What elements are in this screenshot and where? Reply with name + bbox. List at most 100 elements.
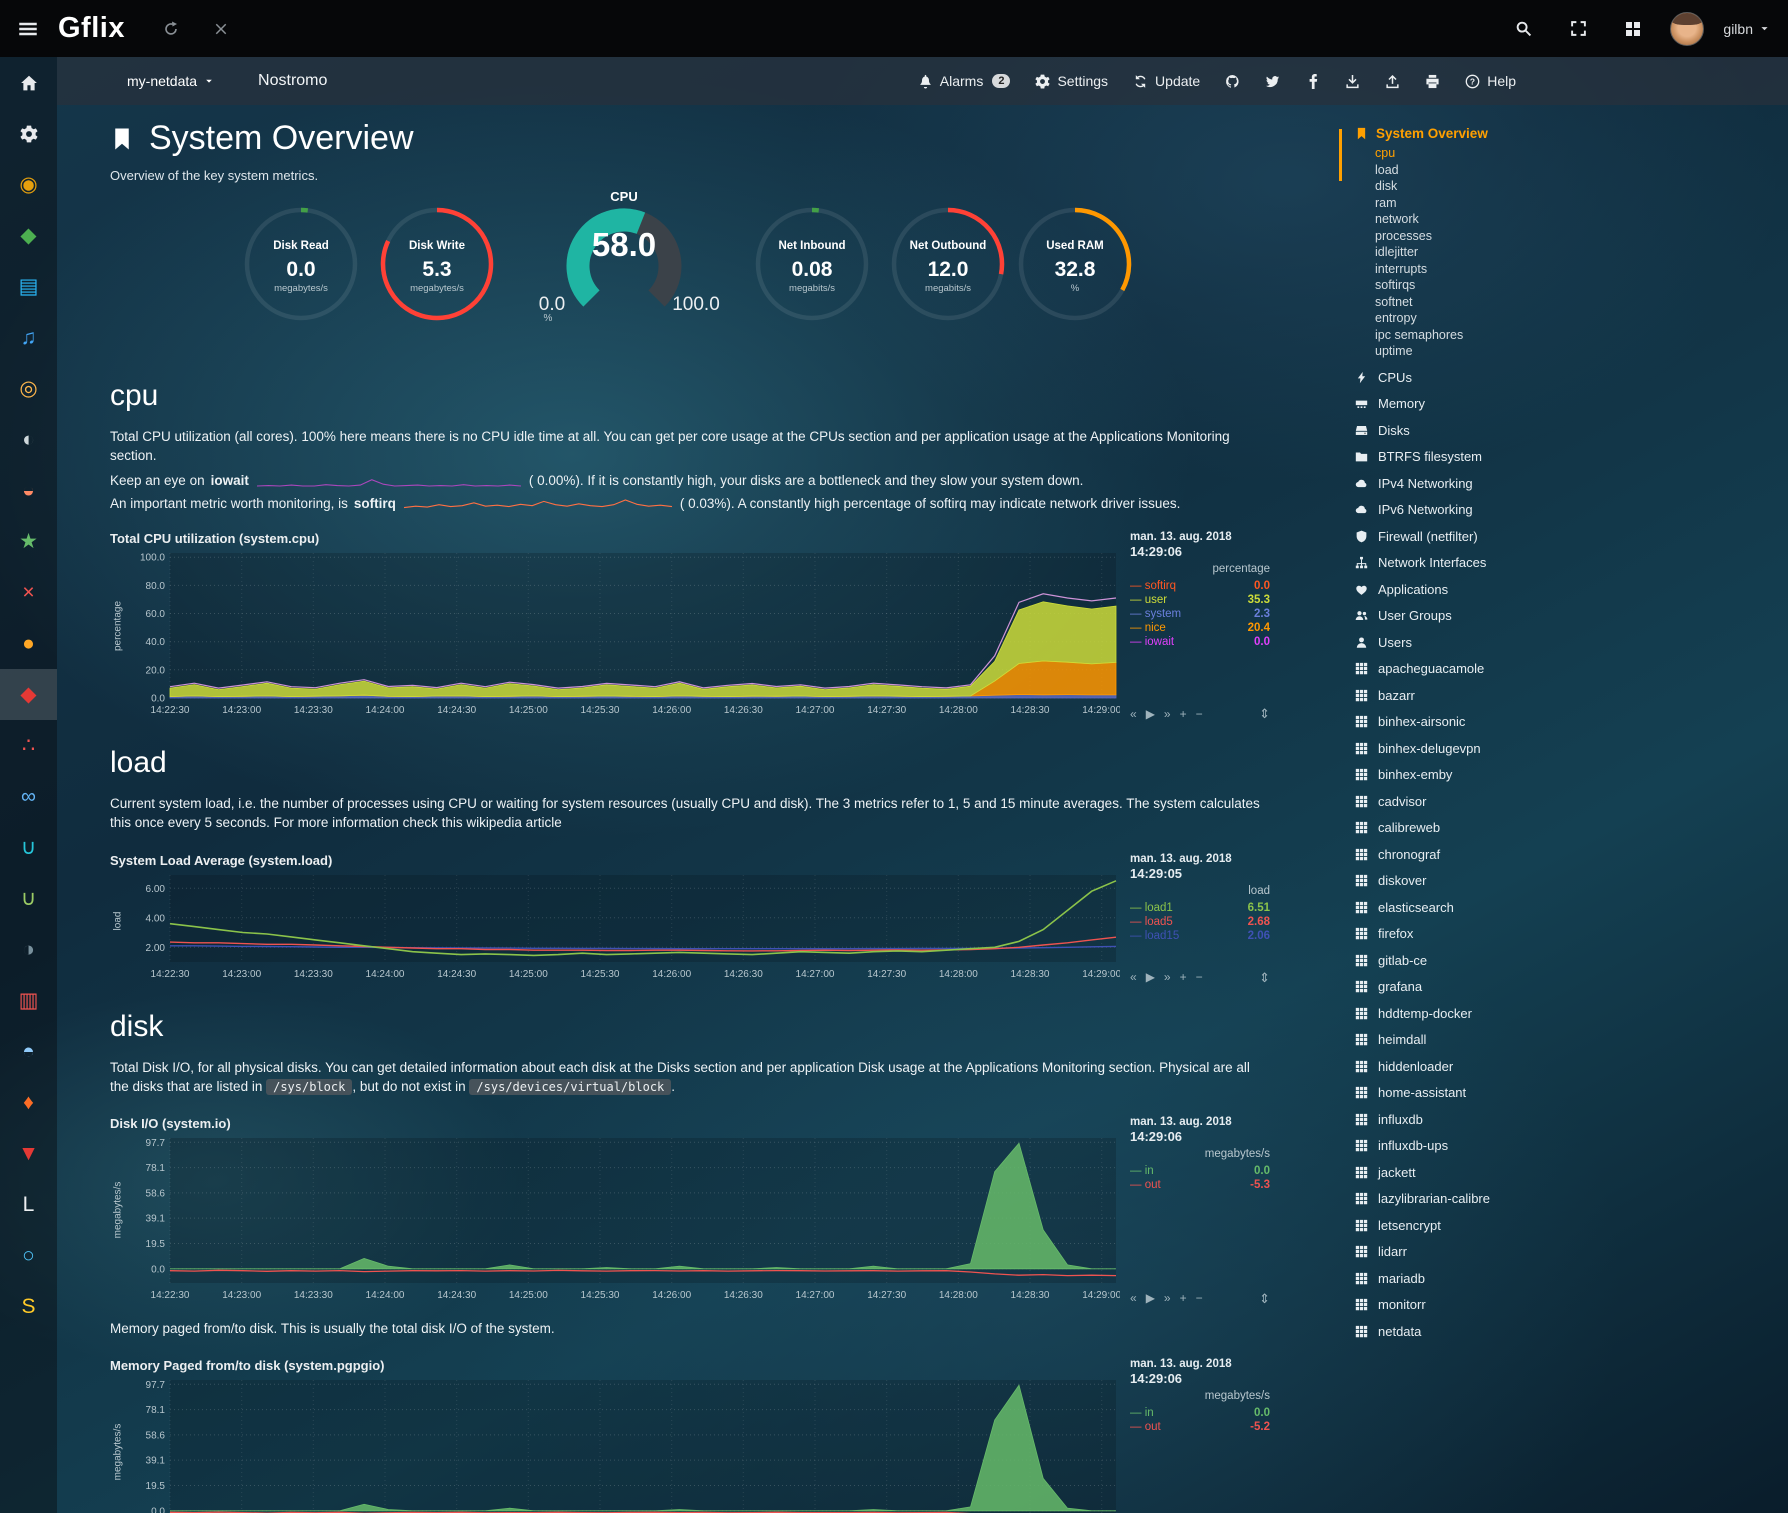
submenu-load[interactable]: load — [1375, 162, 1399, 177]
github-button[interactable] — [1225, 74, 1240, 89]
sidebar-item-app-airsonic[interactable]: ♫ — [0, 312, 57, 363]
resize-handle[interactable]: ⇕ — [1259, 969, 1270, 985]
menu-home-assistant[interactable]: home-assistant — [1355, 1085, 1788, 1100]
menu-chronograf[interactable]: chronograf — [1355, 847, 1788, 862]
submenu-uptime[interactable]: uptime — [1375, 344, 1413, 358]
softirq-sparkline[interactable] — [402, 497, 674, 511]
submenu-ipc-semaphores[interactable]: ipc semaphores — [1375, 327, 1464, 342]
gauge-net-inbound[interactable]: Net Inbound 0.08 megabits/s — [753, 205, 871, 323]
sidebar-item-app-portainer[interactable]: ▤ — [0, 261, 57, 312]
menu-btrfs-filesystem[interactable]: BTRFS filesystem — [1355, 449, 1788, 464]
menu-user-groups[interactable]: User Groups — [1355, 608, 1788, 623]
menu-disks[interactable]: Disks — [1355, 423, 1788, 438]
sidebar-item-app-jackett[interactable]: ◎ — [0, 363, 57, 414]
pan-backward-button[interactable]: « — [1130, 1291, 1137, 1306]
sidebar-item-app-plex[interactable]: ◉ — [0, 159, 57, 210]
sidebar-item-app-sabnzbd[interactable]: S — [0, 1281, 57, 1332]
menu-grafana[interactable]: grafana — [1355, 979, 1788, 994]
chart-canvas[interactable]: 0.0 20.0 40.0 60.0 80.0 100.0 14:22:30 14:23:00… — [126, 548, 1120, 720]
pan-forward-button[interactable]: » — [1163, 706, 1171, 721]
sidebar-item-app-unmanic[interactable]: ∪ — [0, 822, 57, 873]
apps-grid-button[interactable] — [1615, 11, 1651, 47]
menu-lidarr[interactable]: lidarr — [1355, 1244, 1788, 1259]
sidebar-item-app-ubooquity[interactable]: ● — [0, 618, 57, 669]
sidebar-item-app-mylar[interactable]: ▼ — [0, 1128, 57, 1179]
menu-memory[interactable]: Memory — [1355, 396, 1788, 411]
menu-netdata[interactable]: netdata — [1355, 1324, 1788, 1339]
zoom-out-button[interactable]: − — [1195, 1291, 1203, 1306]
menu-jackett[interactable]: jackett — [1355, 1165, 1788, 1180]
zoom-in-button[interactable]: + — [1179, 1291, 1187, 1306]
chart-canvas[interactable]: 0.0 19.5 39.1 58.6 78.1 97.7 14:22:30 14:23:00 1… — [126, 1133, 1120, 1305]
facebook-button[interactable] — [1305, 73, 1320, 89]
gauge-disk-read[interactable]: Disk Read 0.0 megabytes/s — [242, 205, 360, 323]
gauge-used-ram[interactable]: Used RAM 32.8% — [1016, 205, 1134, 323]
iowait-sparkline[interactable] — [255, 474, 523, 488]
sidebar-item-app-glances[interactable]: ★ — [0, 516, 57, 567]
legend-load5[interactable]: — load5 2.68 — [1130, 915, 1270, 928]
menu-firewall-netfilter[interactable]: Firewall (netfilter) — [1355, 529, 1788, 544]
menu-cpus[interactable]: CPUs — [1355, 370, 1788, 385]
legend-load1[interactable]: — load1 6.51 — [1130, 901, 1270, 914]
import-button[interactable] — [1385, 74, 1400, 89]
submenu-ram[interactable]: ram — [1375, 195, 1397, 210]
sidebar-item-app-nextcloud[interactable]: ∞ — [0, 771, 57, 822]
sidebar-item-app-handbrake[interactable]: × — [0, 567, 57, 618]
submenu-softirqs[interactable]: softirqs — [1375, 278, 1416, 292]
play-button[interactable]: ▶ — [1145, 706, 1155, 721]
update-button[interactable]: Update — [1133, 73, 1200, 89]
menu-hiddenloader[interactable]: hiddenloader — [1355, 1059, 1788, 1074]
resize-handle[interactable]: ⇕ — [1259, 706, 1270, 722]
menu-lazylibrarian-calibre[interactable]: lazylibrarian-calibre — [1355, 1191, 1788, 1206]
legend-softirq[interactable]: — softirq 0.0 — [1130, 580, 1270, 593]
legend-in[interactable]: — in 0.0 — [1130, 1407, 1270, 1420]
chart-canvas[interactable]: 2.00 4.00 6.00 14:22:30 14:23:00 14:23:30 14:2… — [126, 870, 1120, 984]
hamburger-menu-button[interactable] — [10, 11, 46, 47]
zoom-out-button[interactable]: − — [1195, 970, 1203, 985]
alarms-button[interactable]: Alarms 2 — [918, 73, 1011, 89]
menu-cadvisor[interactable]: cadvisor — [1355, 794, 1788, 809]
submenu-cpu[interactable]: cpu — [1375, 146, 1396, 160]
menu-monitorr[interactable]: monitorr — [1355, 1297, 1788, 1312]
server-dropdown[interactable]: my-netdata — [127, 73, 214, 89]
legend-system[interactable]: — system 2.3 — [1130, 608, 1270, 621]
legend-out[interactable]: — out -5.3 — [1130, 1178, 1270, 1191]
gauge-disk-write[interactable]: Disk Write 5.3 megabytes/s — [378, 205, 496, 323]
menu-influxdb-ups[interactable]: influxdb-ups — [1355, 1138, 1788, 1153]
zoom-in-button[interactable]: + — [1179, 970, 1187, 985]
sidebar-item-settings[interactable] — [0, 108, 57, 159]
legend-in[interactable]: — in 0.0 — [1130, 1164, 1270, 1177]
sidebar-item-app-tautulli[interactable]: ◐ — [0, 414, 57, 465]
menu-firefox[interactable]: firefox — [1355, 926, 1788, 941]
fullscreen-button[interactable] — [1560, 11, 1596, 47]
submenu-entropy[interactable]: entropy — [1375, 311, 1417, 325]
pan-forward-button[interactable]: » — [1163, 1291, 1171, 1306]
menu-hddtemp-docker[interactable]: hddtemp-docker — [1355, 1006, 1788, 1021]
submenu-processes[interactable]: processes — [1375, 228, 1432, 243]
submenu-softnet[interactable]: softnet — [1375, 294, 1413, 309]
sidebar-item-app-deluge[interactable]: ∪ — [0, 873, 57, 924]
sidebar-item-app-emby[interactable]: ◆ — [0, 210, 57, 261]
menu-calibreweb[interactable]: calibreweb — [1355, 820, 1788, 835]
close-tab-button[interactable] — [203, 11, 239, 47]
menu-ipv4-networking[interactable]: IPv4 Networking — [1355, 476, 1788, 491]
pan-backward-button[interactable]: « — [1130, 970, 1137, 985]
print-button[interactable] — [1425, 74, 1440, 89]
submenu-disk[interactable]: disk — [1375, 179, 1398, 193]
legend-user[interactable]: — user 35.3 — [1130, 594, 1270, 607]
menu-ipv6-networking[interactable]: IPv6 Networking — [1355, 502, 1788, 517]
menu-gitlab-ce[interactable]: gitlab-ce — [1355, 953, 1788, 968]
legend-out[interactable]: — out -5.2 — [1130, 1421, 1270, 1434]
sidebar-item-app-netdata[interactable]: ◆ — [0, 669, 57, 720]
sidebar-item-app-krusader[interactable]: ∴ — [0, 720, 57, 771]
menu-binhex-delugevpn[interactable]: binhex-delugevpn — [1355, 741, 1788, 756]
menu-applications[interactable]: Applications — [1355, 582, 1788, 597]
settings-button[interactable]: Settings — [1035, 73, 1108, 89]
pan-forward-button[interactable]: » — [1163, 970, 1171, 985]
sidebar-item-app-rutorrent[interactable]: ◓ — [0, 1026, 57, 1077]
pan-backward-button[interactable]: « — [1130, 706, 1137, 721]
submenu-network[interactable]: network — [1375, 212, 1419, 226]
menu-binhex-airsonic[interactable]: binhex-airsonic — [1355, 714, 1788, 729]
help-button[interactable]: ? Help — [1465, 73, 1516, 89]
resize-handle[interactable]: ⇕ — [1259, 1290, 1270, 1306]
